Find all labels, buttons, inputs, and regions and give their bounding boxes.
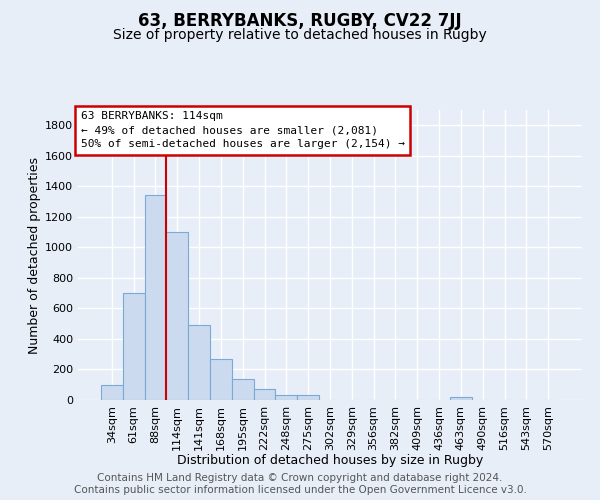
- Text: 63, BERRYBANKS, RUGBY, CV22 7JJ: 63, BERRYBANKS, RUGBY, CV22 7JJ: [138, 12, 462, 30]
- Bar: [297, 394, 319, 400]
- Bar: [275, 394, 297, 400]
- Bar: [254, 390, 275, 400]
- Text: Size of property relative to detached houses in Rugby: Size of property relative to detached ho…: [113, 28, 487, 42]
- Text: Contains HM Land Registry data © Crown copyright and database right 2024.
Contai: Contains HM Land Registry data © Crown c…: [74, 474, 526, 495]
- Y-axis label: Number of detached properties: Number of detached properties: [28, 156, 41, 354]
- Bar: [232, 378, 254, 400]
- Bar: [450, 397, 472, 400]
- Bar: [166, 232, 188, 400]
- Bar: [101, 384, 123, 400]
- Bar: [188, 325, 210, 400]
- Text: 63 BERRYBANKS: 114sqm
← 49% of detached houses are smaller (2,081)
50% of semi-d: 63 BERRYBANKS: 114sqm ← 49% of detached …: [80, 112, 404, 150]
- Bar: [145, 196, 166, 400]
- X-axis label: Distribution of detached houses by size in Rugby: Distribution of detached houses by size …: [177, 454, 483, 467]
- Bar: [123, 293, 145, 400]
- Bar: [210, 359, 232, 400]
